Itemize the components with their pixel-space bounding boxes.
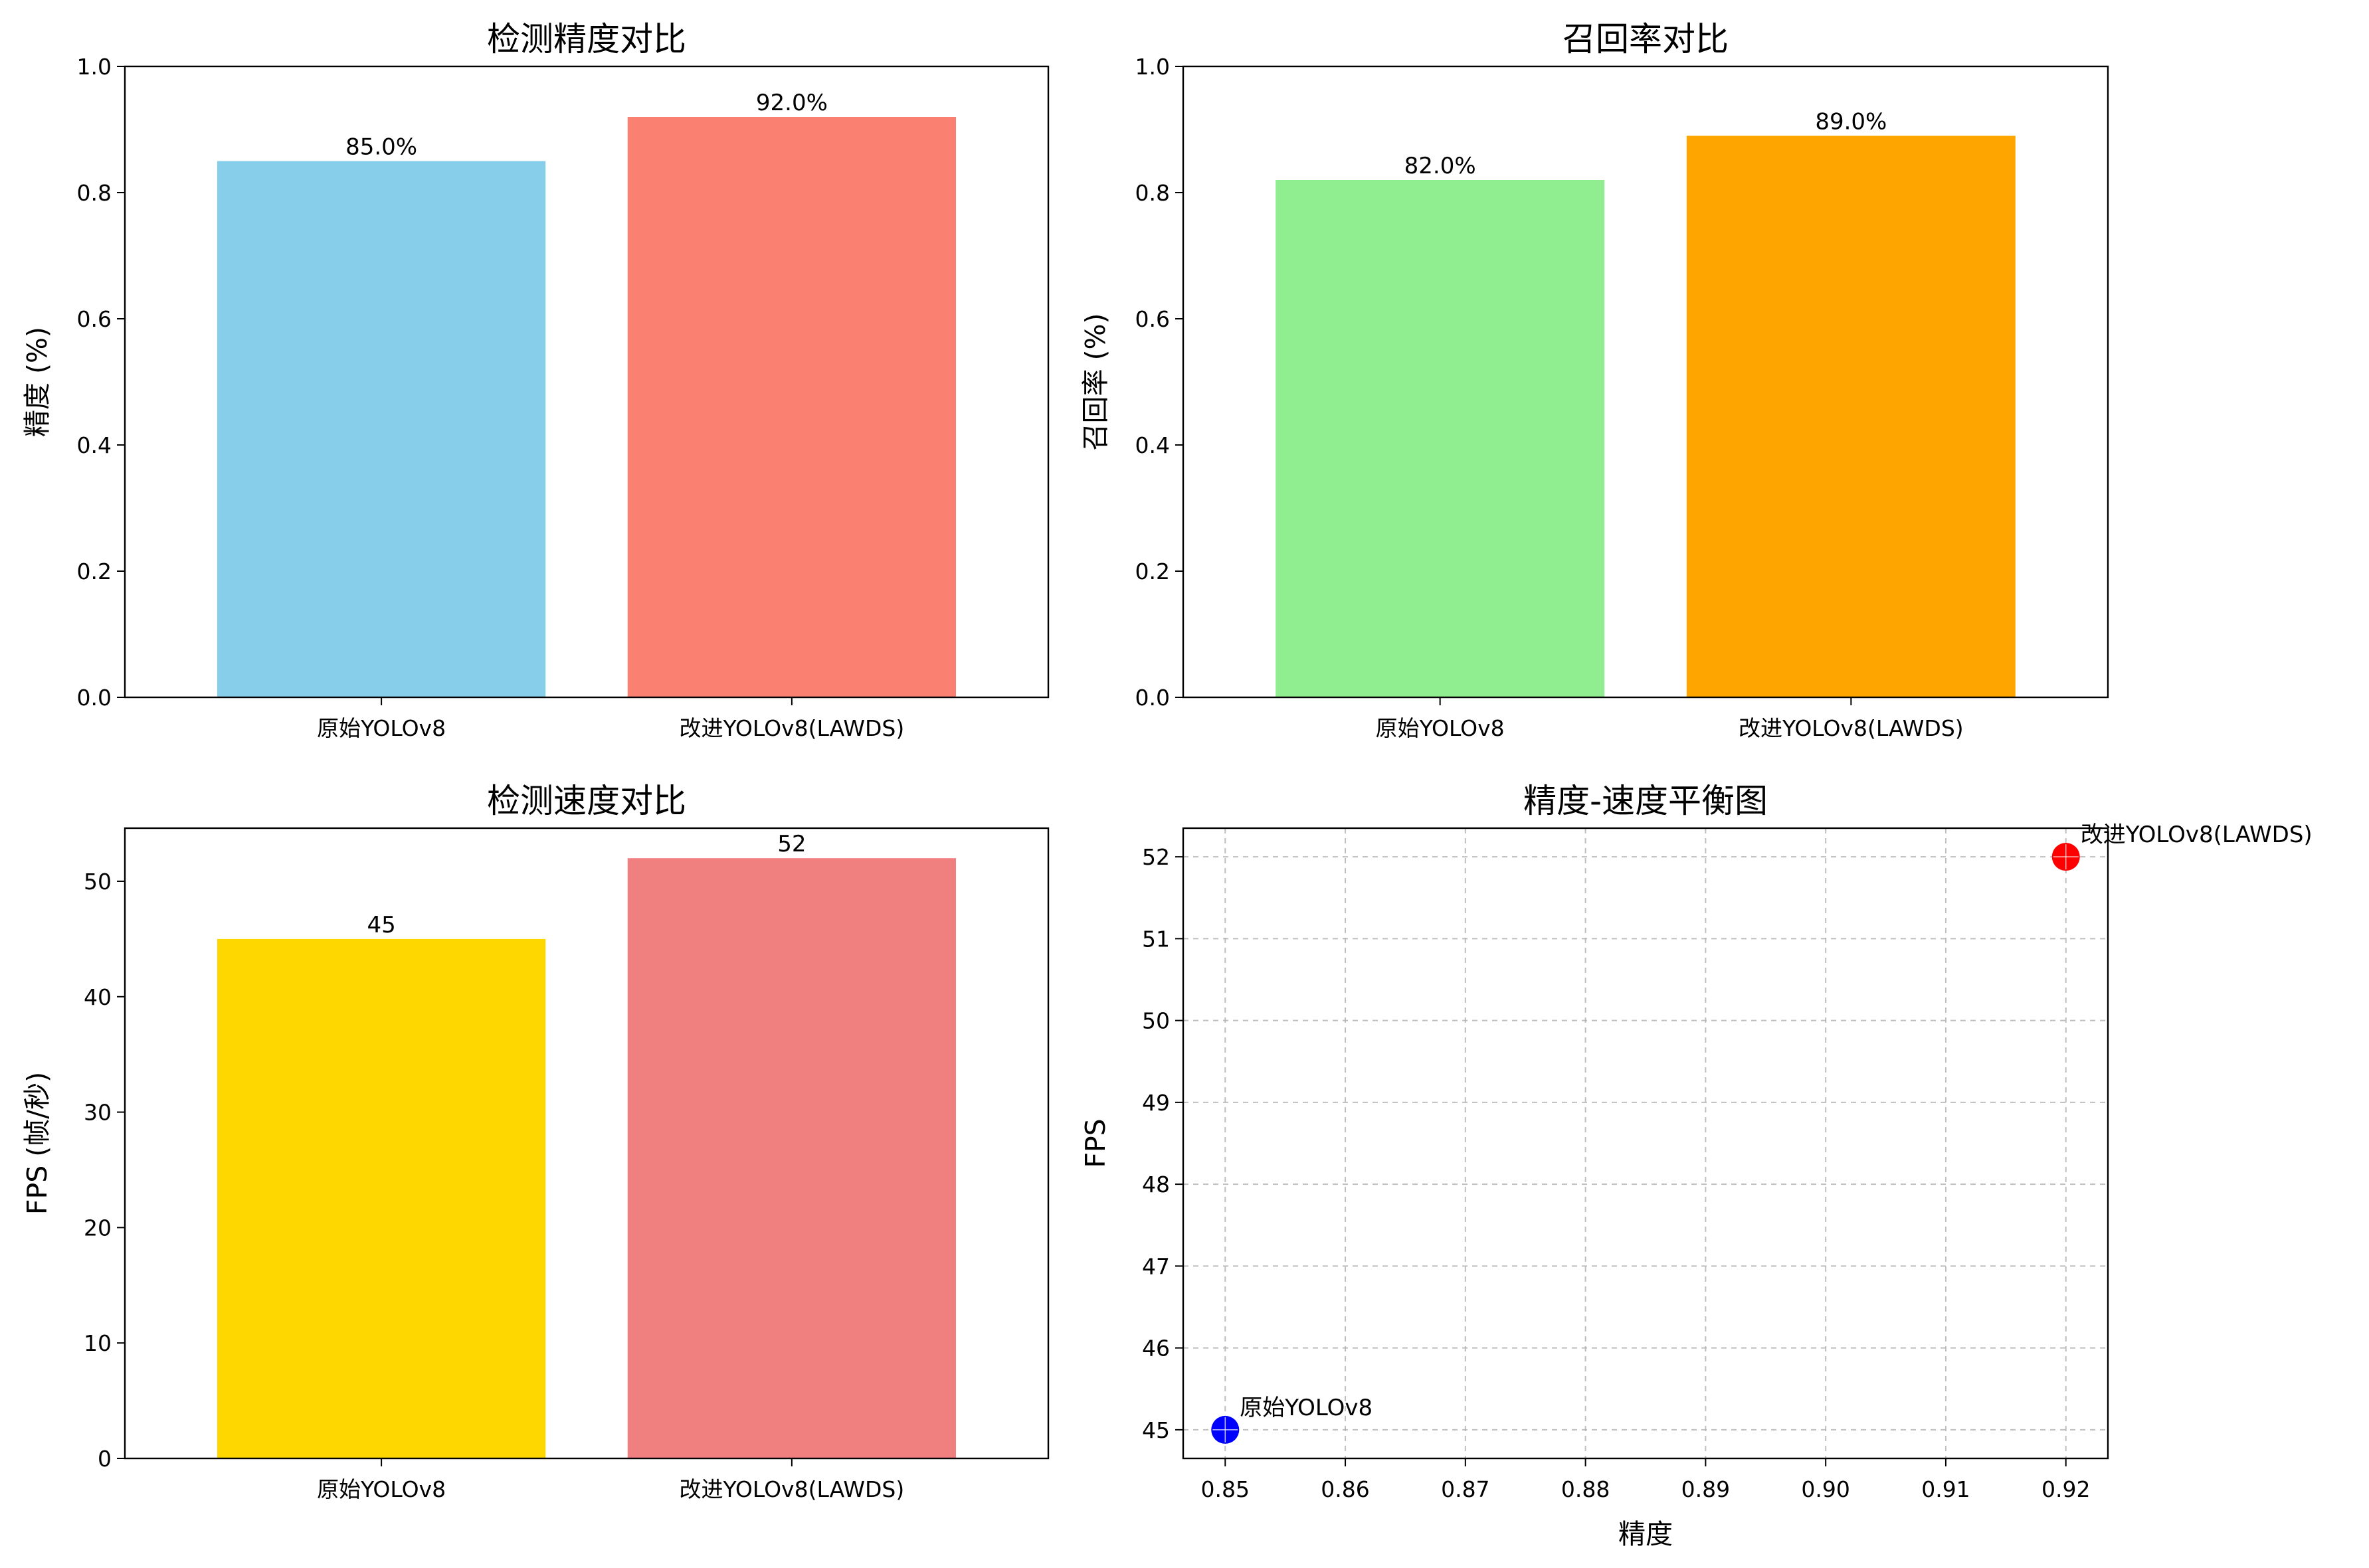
bar-value-label: 89.0%	[1815, 109, 1887, 135]
x-tick-label: 0.92	[2041, 1476, 2090, 1502]
y-tick-label: 0.8	[1135, 180, 1170, 206]
x-tick-label: 0.91	[1921, 1476, 1970, 1502]
x-tick-label: 改进YOLOv8(LAWDS)	[680, 715, 905, 741]
bar-value-label: 52	[777, 831, 806, 857]
panel-speed-chart: 45 原始YOLOv8 52 改进YOLOv8(LAWDS) 0 10 20 30 40 50 检测…	[21, 782, 1050, 1502]
bar-baseline	[217, 161, 546, 697]
y-tick-label: 0.6	[1135, 306, 1170, 332]
bar-value-label: 45	[367, 912, 395, 938]
y-tick-label: 46	[1142, 1336, 1170, 1361]
y-tick-label: 0.8	[77, 180, 112, 206]
panel-accuracy-chart: 85.0% 原始YOLOv8 92.0% 改进YOLOv8(LAWDS) 0.0 0.2 0…	[21, 20, 1050, 741]
y-tick-label: 0.2	[77, 559, 112, 584]
plot-frame	[124, 65, 1050, 699]
y-tick-label: 0.0	[1135, 685, 1170, 711]
y-tick-label: 1.0	[1135, 54, 1170, 80]
bar-value-label: 85.0%	[345, 134, 417, 161]
y-tick-label: 50	[1142, 1008, 1170, 1034]
chart-title: 精度-速度平衡图	[1523, 782, 1768, 820]
bar-value-label: 92.0%	[756, 90, 828, 116]
y-tick-label: 0.4	[77, 432, 112, 458]
x-tick-label: 0.89	[1681, 1476, 1730, 1502]
plot-frame	[1182, 827, 2109, 1460]
y-tick-label: 51	[1142, 926, 1170, 952]
y-axis-label: FPS	[1080, 1118, 1111, 1168]
y-tick-label: 50	[84, 869, 112, 895]
y-tick-label: 10	[84, 1330, 112, 1356]
x-axis-label: 精度	[1618, 1518, 1673, 1550]
y-tick-label: 48	[1142, 1172, 1170, 1197]
y-tick-label: 0.6	[77, 306, 112, 332]
y-axis-label: 精度 (%)	[21, 327, 53, 437]
x-tick-label: 0.85	[1201, 1476, 1250, 1502]
plot-frame	[124, 827, 1050, 1460]
bar-baseline	[1276, 180, 1605, 697]
plot-frame	[1182, 65, 2109, 699]
x-tick-label: 0.88	[1561, 1476, 1610, 1502]
bar-improved	[1686, 135, 2016, 697]
y-axis-label: FPS (帧/秒)	[21, 1072, 53, 1215]
x-tick-label: 0.90	[1801, 1476, 1849, 1502]
y-tick-label: 20	[84, 1215, 112, 1241]
y-tick-label: 49	[1142, 1090, 1170, 1116]
x-tick-label: 原始YOLOv8	[317, 1476, 446, 1502]
y-tick-label: 45	[1142, 1417, 1170, 1443]
y-axis-label: 召回率 (%)	[1080, 313, 1111, 451]
y-tick-label: 0	[98, 1446, 112, 1472]
y-tick-label: 1.0	[77, 54, 112, 80]
panel-tradeoff-scatter: 0.85 0.86 0.87 0.88 0.89 0.90 0.91 0.92 45 46 47 48…	[1080, 782, 2313, 1550]
y-tick-label: 30	[84, 1100, 112, 1126]
chart-title: 检测精度对比	[487, 20, 686, 58]
bar-value-label: 82.0%	[1404, 153, 1476, 179]
y-tick-label: 0.2	[1135, 559, 1170, 584]
x-tick-label: 原始YOLOv8	[1376, 715, 1505, 741]
chart-title: 检测速度对比	[487, 782, 686, 820]
x-tick-label: 改进YOLOv8(LAWDS)	[680, 1476, 905, 1502]
x-tick-label: 0.87	[1441, 1476, 1489, 1502]
x-tick-label: 改进YOLOv8(LAWDS)	[1739, 715, 1964, 741]
bar-baseline	[217, 938, 546, 1458]
y-tick-label: 40	[84, 984, 112, 1010]
bar-improved	[627, 858, 956, 1458]
y-tick-label: 0.4	[1135, 432, 1170, 458]
y-tick-label: 47	[1142, 1253, 1170, 1279]
bar-improved	[627, 117, 956, 697]
scatter-point-label: 原始YOLOv8	[1240, 1395, 1373, 1421]
scatter-point-label: 改进YOLOv8(LAWDS)	[2081, 822, 2313, 848]
y-tick-label: 52	[1142, 844, 1170, 870]
x-tick-label: 原始YOLOv8	[317, 715, 446, 741]
panel-recall-chart: 82.0% 原始YOLOv8 89.0% 改进YOLOv8(LAWDS) 0.0 0.2 0…	[1080, 20, 2109, 741]
x-tick-label: 0.86	[1321, 1476, 1369, 1502]
y-tick-label: 0.0	[77, 685, 112, 711]
chart-title: 召回率对比	[1563, 20, 1729, 58]
